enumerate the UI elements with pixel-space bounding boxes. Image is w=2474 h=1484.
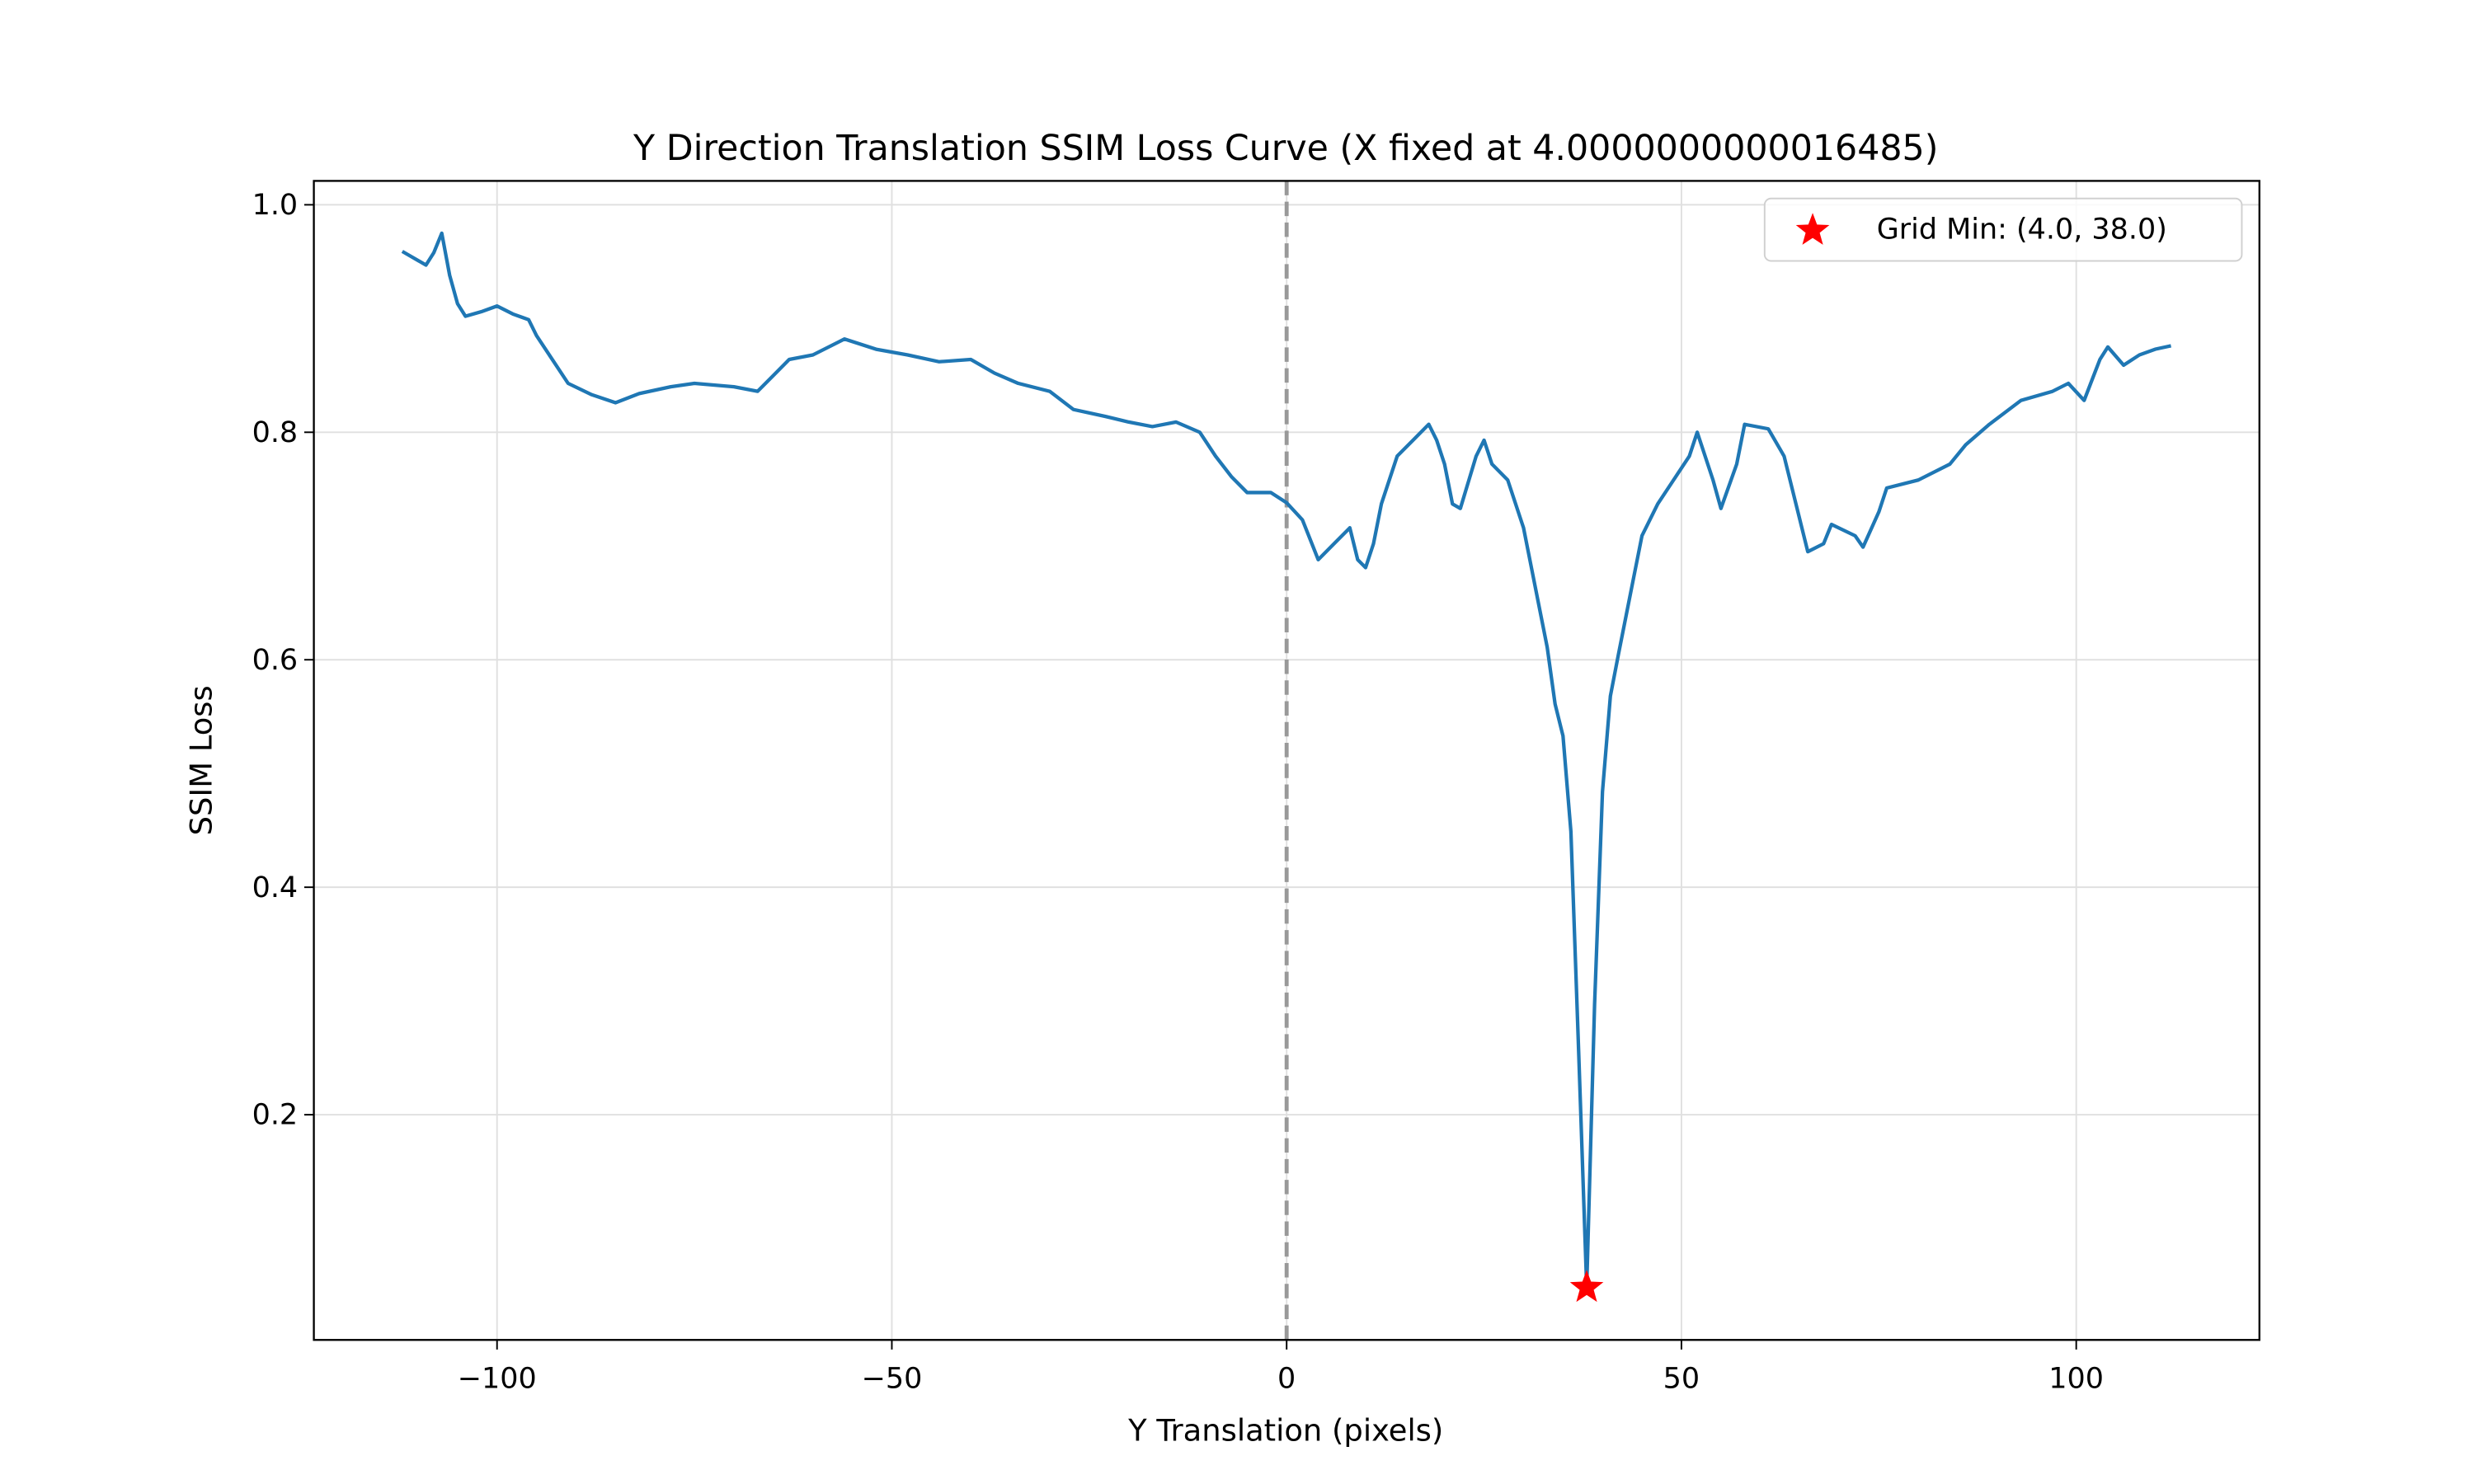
y-tick-label: 0.4 bbox=[252, 871, 299, 904]
legend-label: Grid Min: (4.0, 38.0) bbox=[1877, 213, 2167, 246]
x-tick-label: 100 bbox=[2048, 1362, 2104, 1395]
legend-symbol bbox=[1795, 213, 1830, 245]
x-tick-label: 50 bbox=[1663, 1362, 1700, 1395]
x-tick-label: 0 bbox=[1277, 1362, 1296, 1395]
x-axis-label: Y Translation (pixels) bbox=[1127, 1413, 1443, 1449]
x-tick-label: −50 bbox=[862, 1362, 923, 1395]
x-tick-label: −100 bbox=[458, 1362, 537, 1395]
y-tick-label: 0.8 bbox=[252, 416, 299, 449]
legend-box bbox=[1763, 197, 2243, 262]
min-marker bbox=[1569, 1270, 1604, 1303]
data-line bbox=[401, 231, 2172, 1289]
y-tick-label: 1.0 bbox=[252, 189, 299, 222]
y-tick-label: 0.2 bbox=[252, 1099, 299, 1132]
y-axis-label: SSIM Loss bbox=[183, 685, 219, 835]
y-tick-label: 0.6 bbox=[252, 644, 299, 677]
chart-title: Y Direction Translation SSIM Loss Curve … bbox=[633, 128, 1938, 169]
plot-frame bbox=[313, 180, 2260, 1341]
